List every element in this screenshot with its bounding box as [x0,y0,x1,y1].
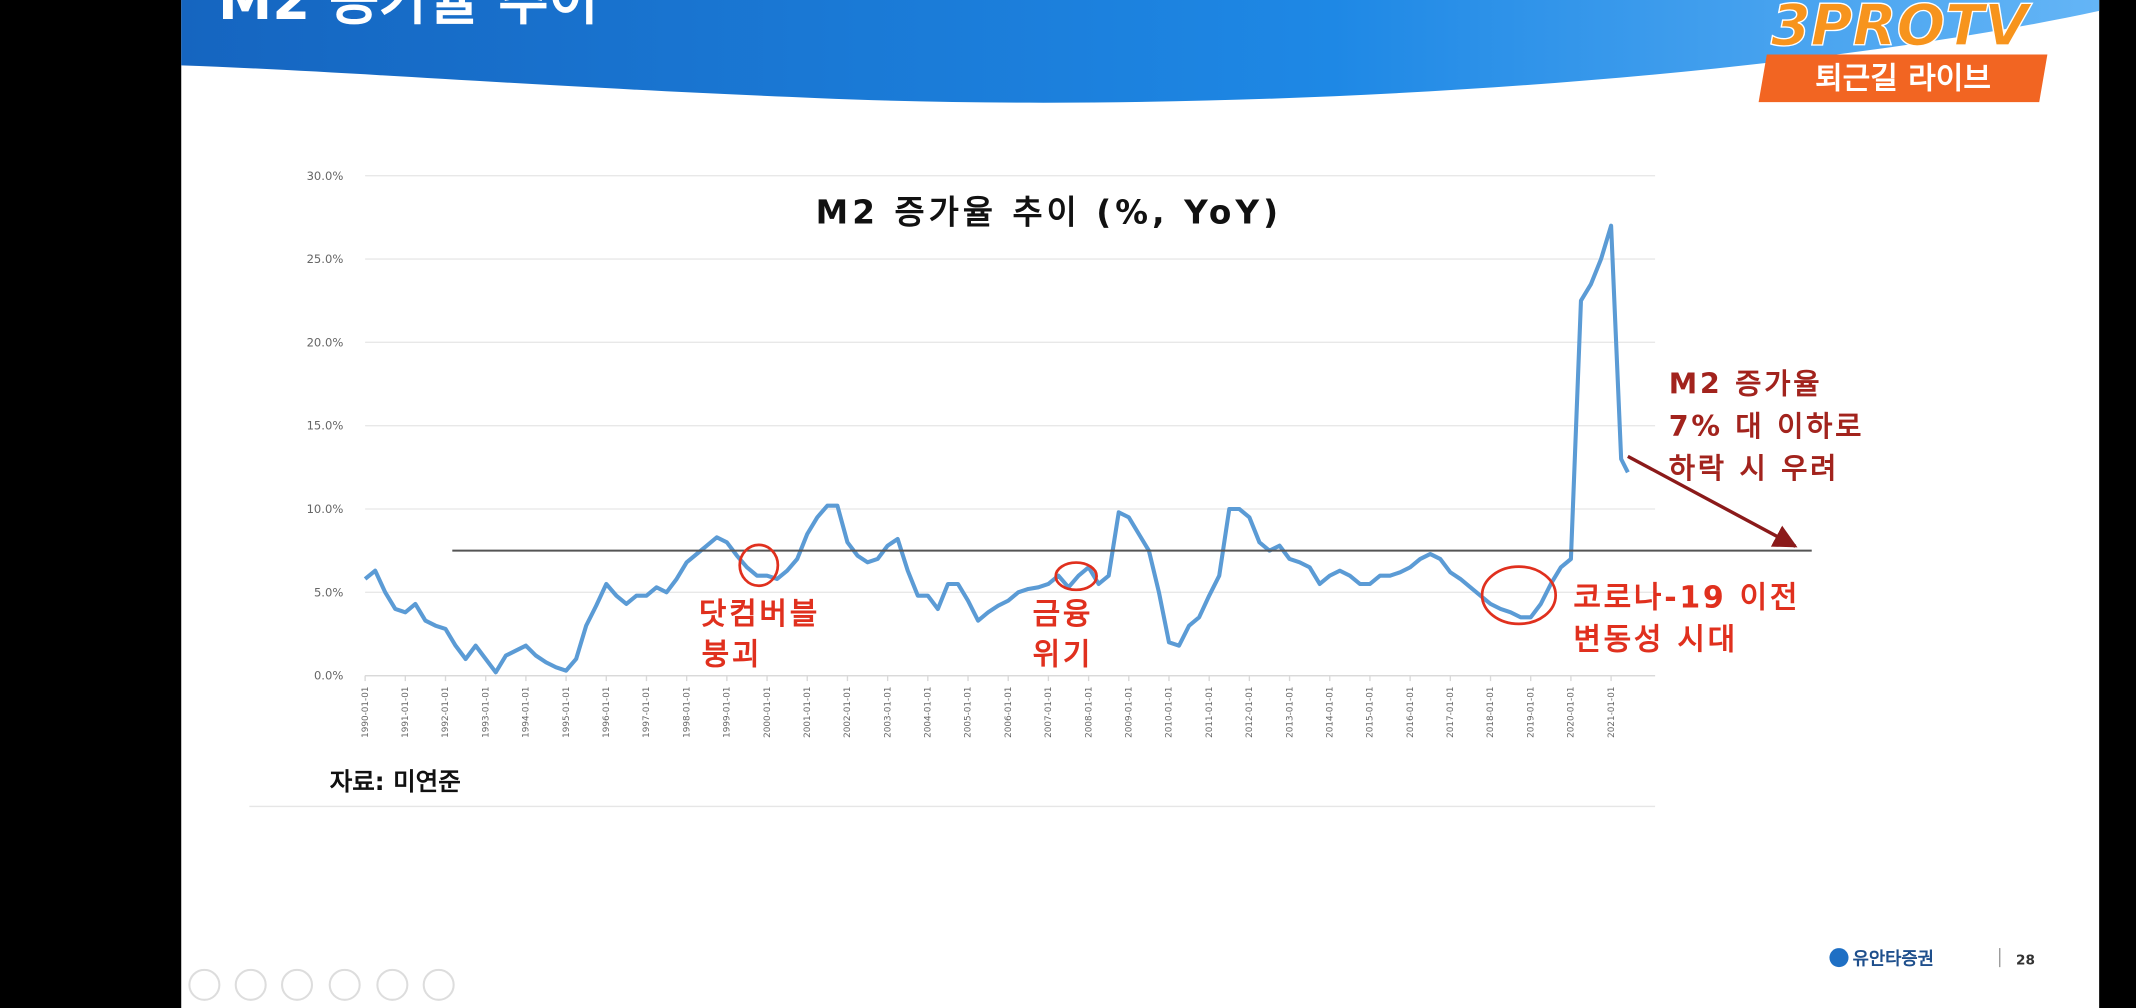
x-tick-label: 2021-01-01 [1607,687,1617,738]
annotation: 위기 [1033,638,1094,673]
annotation: 7% 대 이하로 [1669,409,1864,443]
nav-button[interactable] [376,968,409,1001]
highlight-circle [1480,565,1558,626]
annotation: 금융 [1033,597,1094,632]
header-banner [181,0,2100,103]
y-tick-label: 20.0% [307,335,344,349]
x-tick-label: 1998-01-01 [682,687,692,738]
x-tick-label: 2016-01-01 [1406,687,1416,738]
x-tick-label: 2004-01-01 [924,687,934,738]
x-tick-label: 2013-01-01 [1285,687,1295,738]
x-tick-label: 1992-01-01 [441,687,451,738]
x-tick-label: 1997-01-01 [642,687,652,738]
nav-button[interactable] [234,968,267,1001]
nav-button[interactable] [328,968,361,1001]
y-tick-label: 30.0% [307,169,344,183]
x-tick-label: 1990-01-01 [361,687,371,738]
x-tick-label: 1999-01-01 [723,687,733,738]
x-tick-label: 2003-01-01 [883,687,893,738]
slide-title: M2 증가율 추이 [218,0,599,32]
company: 유안타증권 [1853,948,1934,969]
x-tick-label: 2012-01-01 [1245,687,1255,738]
x-tick-label: 2008-01-01 [1084,687,1094,738]
company-icon [1829,948,1849,968]
annotation: 코로나-19 이전 [1573,581,1800,616]
x-tick-label: 2010-01-01 [1165,687,1175,738]
x-tick-label: 1993-01-01 [481,687,491,738]
annotation: 닷컴버블 [699,597,820,632]
logo-show: 퇴근길 라이브 [1815,62,1991,97]
highlight-circle [1054,561,1098,592]
x-tick-label: 2009-01-01 [1125,687,1135,738]
y-tick-label: 10.0% [307,502,344,516]
series-line [363,223,1630,675]
logo-brand: 3PROTV [1771,0,2033,59]
nav-button[interactable] [422,968,455,1001]
nav-button[interactable] [188,968,221,1001]
x-tick-label: 2002-01-01 [843,687,853,738]
plot: 0.0% 5.0% 10.0% 15.0% 20.0% 25.0% 30.0% 1990-01… [307,169,1812,738]
annotation: M2 증가율 [1669,367,1823,401]
x-tick-label: 2006-01-01 [1004,687,1014,738]
x-tick-label: 2019-01-01 [1526,687,1536,738]
annotation: 변동성 시대 [1573,623,1738,658]
highlight-circle [738,543,780,588]
x-tick-label: 2018-01-01 [1486,687,1496,738]
nav-button[interactable] [281,968,314,1001]
arrow [1627,454,1798,548]
y-tick-label: 5.0% [314,585,343,599]
source: 자료: 미연준 [330,767,461,796]
x-tick-label: 2001-01-01 [803,687,813,738]
x-tick-label: 2000-01-01 [763,687,773,738]
annotation: 붕괴 [702,638,763,673]
page-number: 28 [2016,952,2035,968]
x-tick-label: 2020-01-01 [1567,687,1577,738]
chart-title: M2 증가율 추이 (%, YoY) [816,193,1283,231]
x-tick-label: 1995-01-01 [562,687,572,738]
x-tick-label: 2007-01-01 [1044,687,1054,738]
x-tick-label: 1994-01-01 [522,687,532,738]
slide-bg [181,0,2100,1008]
x-tick-label: 2017-01-01 [1446,687,1456,738]
y-tick-label: 25.0% [307,252,344,266]
x-tick-label: 2015-01-01 [1366,687,1376,738]
x-tick-label: 2014-01-01 [1325,687,1335,738]
y-tick-label: 15.0% [307,419,344,433]
annotation: 하락 시 우려 [1669,451,1840,485]
x-tick-label: 2011-01-01 [1205,687,1215,738]
x-tick-label: 1996-01-01 [602,687,612,738]
x-tick-label: 2005-01-01 [964,687,974,738]
y-tick-label: 0.0% [314,669,343,683]
logo-box [1758,54,2048,103]
nav-controls [188,968,455,1001]
x-tick-label: 1991-01-01 [401,687,411,738]
